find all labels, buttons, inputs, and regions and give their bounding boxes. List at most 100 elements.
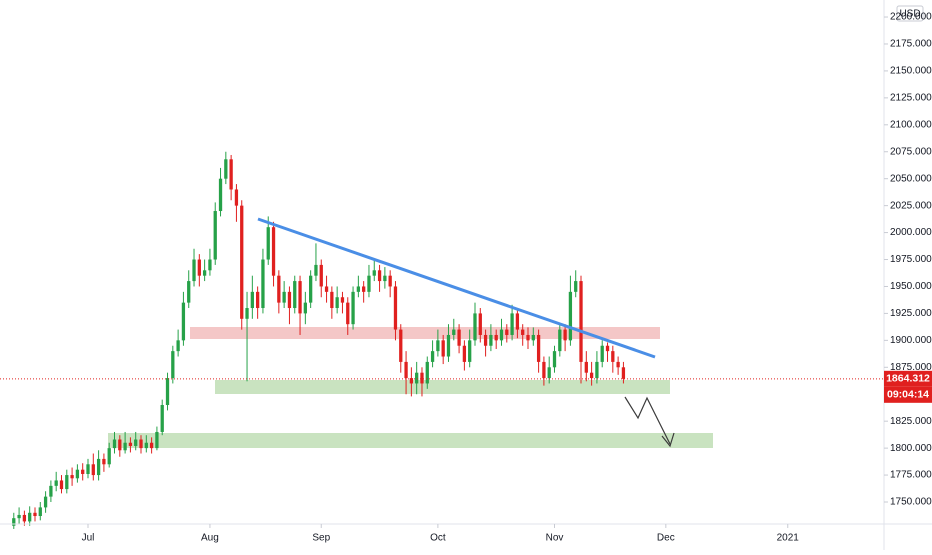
candle-body — [266, 227, 270, 260]
candle-body — [33, 512, 37, 517]
countdown-tag — [884, 386, 932, 403]
candle-body — [335, 297, 339, 309]
candle-body — [208, 259, 212, 271]
candle-body — [197, 259, 201, 276]
candle-body — [187, 281, 191, 303]
y-tick-label: 1750.000 — [890, 497, 932, 508]
candle-body — [536, 334, 541, 362]
candle-body — [372, 270, 376, 276]
candle-body — [234, 189, 239, 206]
y-tick-label: 1800.000 — [890, 443, 932, 454]
candle-body — [356, 286, 361, 292]
y-tick-label: 2200.000 — [890, 12, 932, 23]
trend-line — [257, 217, 656, 359]
candle-body — [144, 442, 148, 449]
candle-body — [12, 518, 16, 526]
candle-body — [404, 361, 408, 379]
candle-body — [563, 329, 567, 341]
candle-body — [558, 329, 562, 352]
candle-body — [287, 291, 292, 309]
candle-body — [202, 270, 207, 276]
candle-body — [616, 361, 620, 368]
x-tick-label: 2021 — [777, 533, 800, 544]
candle-body — [589, 372, 594, 379]
candle-body — [38, 507, 42, 517]
currency: USD — [899, 9, 920, 20]
candle-body — [452, 329, 456, 335]
candle-body — [271, 227, 276, 276]
candle-body — [160, 405, 164, 432]
arrow-head — [661, 432, 675, 448]
candle-body — [213, 211, 217, 260]
candle-body — [149, 442, 154, 449]
candle-body — [218, 178, 223, 212]
candle-body — [224, 159, 228, 179]
candle-body — [568, 291, 573, 341]
candle-body — [552, 351, 557, 368]
candle-body — [134, 439, 138, 446]
candle-body — [377, 270, 382, 282]
y-tick-label: 1825.000 — [890, 416, 932, 427]
candle-body — [70, 475, 74, 479]
candle-body — [165, 378, 170, 406]
candle-body — [510, 313, 514, 335]
candle-body — [542, 361, 546, 379]
x-tick-label: Sep — [312, 533, 330, 544]
candle-body — [324, 286, 329, 292]
candle-body — [521, 329, 525, 335]
y-tick-label: 2025.000 — [890, 200, 932, 211]
candle-body — [605, 345, 610, 352]
candle-body — [367, 275, 371, 292]
x-tick-label: Oct — [430, 533, 446, 544]
candle-body — [409, 378, 414, 384]
candle-body — [139, 439, 143, 449]
candle-body — [494, 334, 498, 341]
currency-box[interactable] — [896, 5, 924, 22]
candle-body — [49, 485, 53, 497]
y-tick-label: 1950.000 — [890, 281, 932, 292]
candle-body — [499, 329, 504, 341]
candle-body — [293, 281, 297, 309]
candle-body — [28, 512, 32, 522]
y-tick-label: 2075.000 — [890, 146, 932, 157]
candle-body — [621, 367, 626, 379]
candle-body — [277, 275, 281, 303]
candle-body — [54, 480, 58, 486]
candle-body — [181, 302, 186, 341]
candle-body — [245, 308, 249, 319]
candle-body — [489, 334, 493, 346]
candle-body — [531, 334, 535, 341]
candle-body — [319, 264, 323, 287]
x-tick-label: Nov — [546, 533, 564, 544]
candle-body — [415, 372, 419, 384]
candle-body — [574, 281, 578, 292]
candle-body — [240, 205, 244, 319]
candle-body — [584, 361, 588, 373]
candle-body — [59, 480, 64, 490]
candle-body — [43, 496, 48, 508]
x-tick-label: Dec — [657, 533, 675, 544]
candle-body — [420, 372, 424, 384]
candle-body — [171, 351, 175, 379]
candle-body — [128, 442, 133, 446]
resistance-zone — [190, 327, 660, 339]
candle-body — [192, 259, 196, 282]
candle-body — [75, 469, 80, 479]
candle-body — [362, 286, 366, 292]
candle-body — [388, 275, 392, 287]
candle-body — [446, 334, 451, 357]
candle-body — [65, 475, 69, 490]
candle-body — [118, 439, 122, 451]
candle-body — [441, 340, 445, 357]
candle-body — [86, 464, 90, 474]
candle-body — [282, 291, 286, 303]
candle-body — [468, 340, 472, 362]
candle-body — [483, 334, 488, 346]
candle-body — [96, 458, 101, 476]
candle-body — [457, 329, 461, 346]
candle-body — [123, 442, 127, 451]
candle-body — [17, 514, 21, 519]
candle-body — [176, 340, 180, 352]
y-tick-label: 1900.000 — [890, 335, 932, 346]
